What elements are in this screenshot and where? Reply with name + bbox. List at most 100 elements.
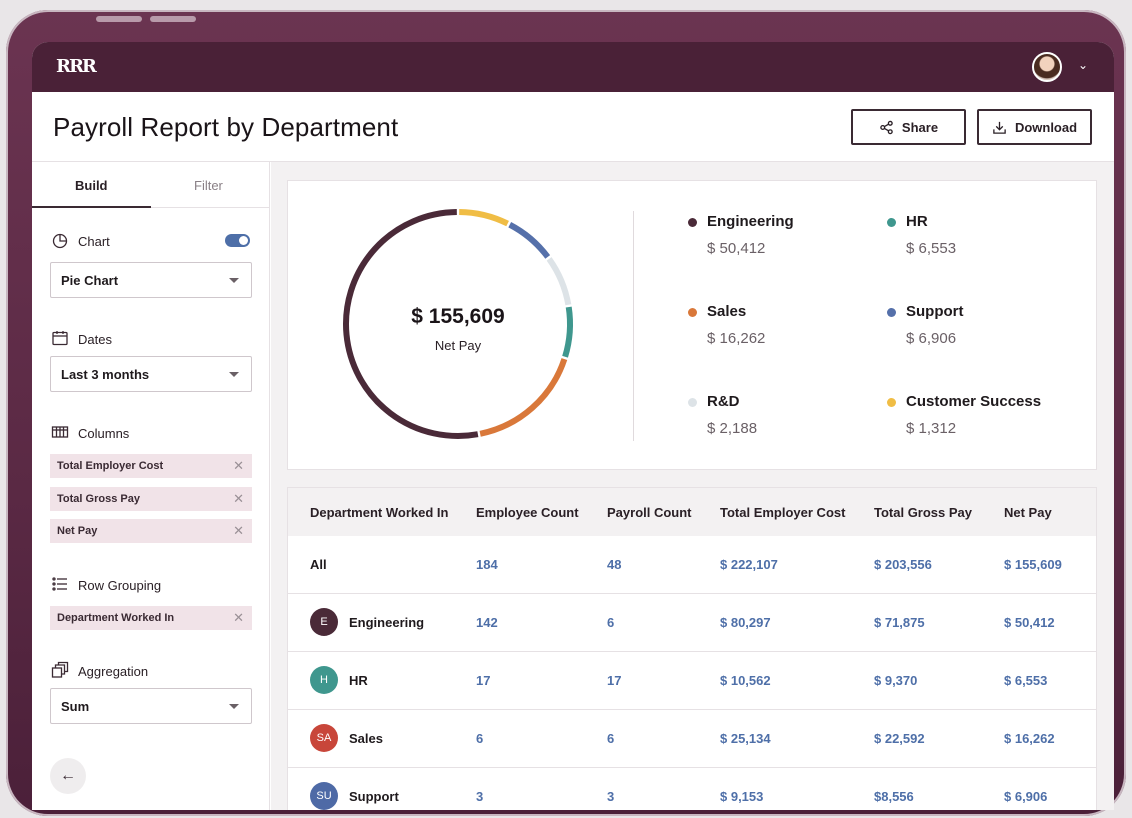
table-header: Department Worked In Employee Count Payr… [288,488,1096,536]
donut-slice-customer-success[interactable] [459,209,509,227]
department-avatar: SA [310,724,338,752]
column-chip-label: Net Pay [57,525,98,537]
row-payroll-count: 6 [607,731,615,746]
legend-dot [887,308,896,317]
chart-card: $ 155,609 Net Pay Engineering $ 50,412 H… [287,180,1097,470]
row-gross-pay: $8,556 [874,789,914,804]
legend-name: Engineering [707,213,794,230]
row-employee-count: 3 [476,789,484,804]
arrow-left-icon: ← [60,767,76,784]
legend-dot [688,218,697,227]
row-employer-cost: $ 9,153 [720,789,764,804]
table-row[interactable]: H HR 17 17 $ 10,562 $ 9,370 $ 6,553 [288,652,1096,710]
chart-toggle[interactable] [225,234,250,247]
close-icon[interactable]: ✕ [233,491,244,506]
table-row[interactable]: SA Sales 6 6 $ 25,134 $ 22,592 $ 16,262 [288,710,1096,768]
column-header[interactable]: Total Gross Pay [874,505,973,520]
row-payroll-count: 6 [607,615,615,630]
legend-name: Support [906,303,964,320]
legend-dot [887,218,896,227]
caret-down-icon [229,704,239,709]
legend-value: $ 6,906 [906,330,957,347]
close-icon[interactable]: ✕ [233,458,244,473]
table-row[interactable]: All 184 48 $ 222,107 $ 203,556 $ 155,609 [288,536,1096,594]
divider [633,211,634,441]
back-button[interactable]: ← [50,758,86,794]
tablet-frame: RRR ⌄ Payroll Report by Department Share… [6,10,1126,816]
row-grouping-chip[interactable]: Department Worked In ✕ [50,606,252,630]
close-icon[interactable]: ✕ [233,523,244,538]
donut-slice-support[interactable] [508,222,551,259]
table-row[interactable]: SU Support 3 3 $ 9,153 $8,556 $ 6,906 [288,768,1096,810]
column-header[interactable]: Department Worked In [310,505,449,520]
row-employee-count: 6 [476,731,484,746]
columns-section-label: Columns [78,426,130,441]
donut-slice-engineering[interactable] [343,209,479,439]
active-tab-indicator [32,206,151,208]
column-chip[interactable]: Total Gross Pay ✕ [50,487,252,511]
download-label: Download [1014,119,1078,135]
row-net-pay: $ 6,553 [1004,673,1048,688]
legend-value: $ 6,553 [906,240,957,257]
chart-type-select[interactable]: Pie Chart [50,262,252,298]
download-button[interactable]: Download [977,109,1092,145]
legend-name: HR [906,213,928,230]
column-chip[interactable]: Total Employer Cost ✕ [50,454,252,478]
donut-label: Net Pay [434,338,482,353]
list-icon [52,577,67,591]
pie-chart-icon [52,233,68,249]
table-row[interactable]: E Engineering 142 6 $ 80,297 $ 71,875 $ … [288,594,1096,652]
row-employer-cost: $ 25,134 [720,731,771,746]
top-bar: RRR ⌄ [32,42,1114,92]
aggregation-value: Sum [61,699,90,714]
row-net-pay: $ 155,609 [1004,557,1062,572]
row-net-pay: $ 16,262 [1004,731,1055,746]
column-chip-label: Total Gross Pay [57,493,140,505]
layers-icon [51,661,69,678]
department-avatar: H [310,666,338,694]
column-header[interactable]: Employee Count [476,505,579,520]
column-header[interactable]: Total Employer Cost [720,505,846,520]
row-payroll-count: 48 [607,557,622,572]
calendar-icon [52,331,68,346]
row-gross-pay: $ 203,556 [874,557,932,572]
columns-icon [51,426,69,438]
donut-slice-hr[interactable] [562,306,573,358]
tab-build[interactable]: Build [75,178,108,193]
legend-value: $ 50,412 [707,240,766,257]
caret-down-icon [229,278,239,283]
legend-value: $ 1,312 [906,420,957,437]
row-gross-pay: $ 9,370 [874,673,918,688]
chevron-down-icon[interactable]: ⌄ [1077,58,1088,72]
share-button[interactable]: Share [851,109,966,145]
dates-section-label: Dates [78,332,112,347]
app-logo[interactable]: RRR [56,56,97,77]
sidebar-tabs: Build Filter [32,162,270,208]
aggregation-select[interactable]: Sum [50,688,252,724]
user-avatar[interactable] [1032,52,1062,82]
dates-select[interactable]: Last 3 months [50,356,252,392]
row-department: Sales [349,731,383,746]
app-screen: RRR ⌄ Payroll Report by Department Share… [32,42,1114,810]
legend-dot [887,398,896,407]
row-department: All [310,557,327,572]
donut-slice-sales[interactable] [479,358,568,437]
legend-value: $ 2,188 [707,420,758,437]
caret-down-icon [229,372,239,377]
column-header[interactable]: Net Pay [1004,505,1052,520]
column-chip[interactable]: Net Pay ✕ [50,519,252,543]
column-header[interactable]: Payroll Count [607,505,692,520]
row-department: HR [349,673,368,688]
report-content: $ 155,609 Net Pay Engineering $ 50,412 H… [271,162,1114,810]
row-grouping-section-label: Row Grouping [78,578,162,593]
row-employer-cost: $ 80,297 [720,615,771,630]
tab-filter[interactable]: Filter [194,178,223,193]
row-gross-pay: $ 22,592 [874,731,925,746]
close-icon[interactable]: ✕ [233,610,244,625]
chart-section-label: Chart [78,234,110,249]
row-department: Engineering [349,615,425,630]
payroll-table: Department Worked In Employee Count Payr… [287,487,1097,810]
row-employee-count: 142 [476,615,498,630]
donut-slice-r-d[interactable] [546,257,572,306]
row-department: Support [349,789,399,804]
